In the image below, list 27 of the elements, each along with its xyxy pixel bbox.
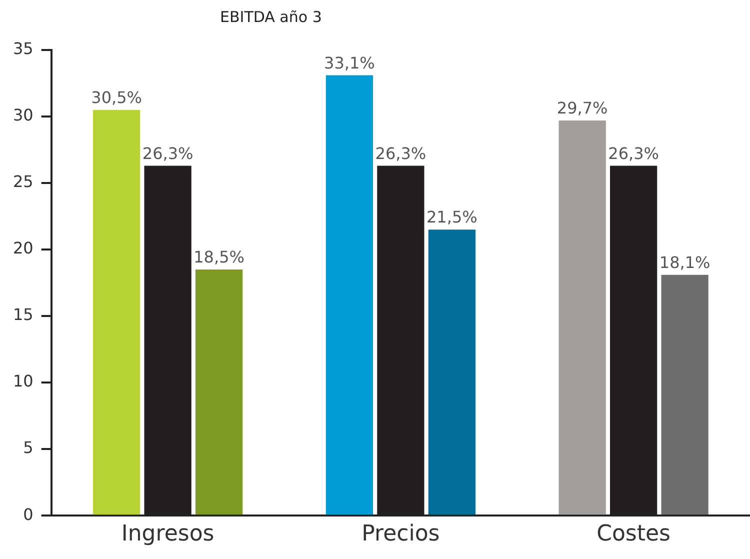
data-label: 18,5% <box>194 248 244 267</box>
y-tick-label: 25 <box>13 172 34 192</box>
x-tick-label: Ingresos <box>121 522 214 547</box>
y-tick-label: 35 <box>13 39 34 58</box>
data-label: 29,7% <box>556 98 608 118</box>
y-tick-label: 10 <box>13 372 34 391</box>
data-label: 30,5% <box>91 88 142 108</box>
data-label: 26,3% <box>142 144 194 163</box>
bar <box>661 274 708 515</box>
y-tick-label: 15 <box>13 305 34 324</box>
data-label: 26,3% <box>608 144 659 163</box>
y-tick-label: 20 <box>13 238 34 258</box>
bar <box>558 120 606 515</box>
data-label: 21,5% <box>426 208 478 227</box>
bar <box>93 110 140 515</box>
x-tick-label: Costes <box>596 522 671 547</box>
bar <box>428 230 476 515</box>
bar <box>326 75 374 515</box>
y-tick-label: 5 <box>23 438 34 458</box>
y-tick-label: 30 <box>13 106 34 125</box>
bar <box>195 269 243 515</box>
data-label: 33,1% <box>324 53 375 72</box>
data-label: 18,1% <box>659 252 710 272</box>
y-tick-label: 0 <box>23 504 34 524</box>
x-tick-label: Precios <box>362 522 440 547</box>
data-label: 26,3% <box>375 144 426 163</box>
chart-title: EBITDA año 3 <box>220 8 322 26</box>
